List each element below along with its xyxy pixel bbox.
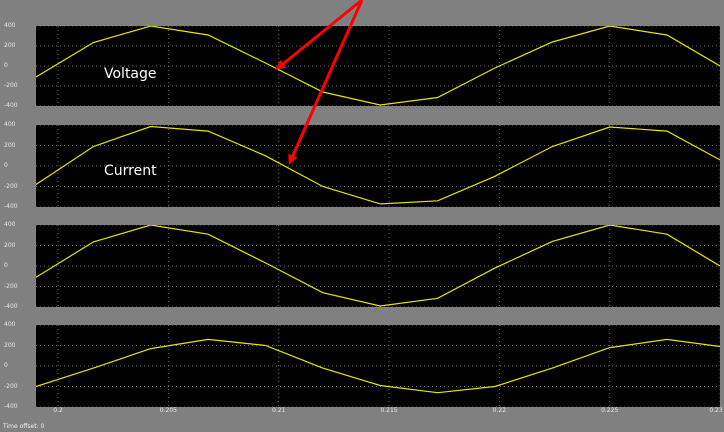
y-tick-label: 400 xyxy=(4,22,16,29)
time-offset-status: Time offset: 0 xyxy=(3,423,45,430)
y-tick-label: -200 xyxy=(4,182,18,190)
y-tick-label: 400 xyxy=(4,221,16,228)
third-chart xyxy=(36,225,720,307)
y-tick-label: -200 xyxy=(4,82,18,89)
plot-area-4[interactable] xyxy=(36,325,720,407)
y-tick-label: 400 xyxy=(4,321,16,328)
fourth-chart xyxy=(36,325,720,407)
voltage-label: Voltage xyxy=(104,66,157,82)
plot-area-3[interactable] xyxy=(36,225,720,307)
y-tick-label: 200 xyxy=(4,42,16,49)
y-axis-labels-3: 400 200 0 -200 -400 xyxy=(0,221,36,310)
x-tick-label: 0.2 xyxy=(53,407,63,414)
trace-line xyxy=(36,26,720,106)
y-tick-label: 400 xyxy=(4,121,16,128)
current-chart xyxy=(36,125,720,207)
x-tick-label: 0.205 xyxy=(159,407,177,414)
trace-line xyxy=(36,225,720,307)
x-tick-label: 0.22 xyxy=(492,407,507,414)
plot-area-2[interactable]: Current xyxy=(36,125,720,207)
y-tick-label: -200 xyxy=(4,382,18,390)
y-axis-labels-2: 400 200 0 -200 -400 xyxy=(0,121,36,210)
y-tick-label: 200 xyxy=(4,341,16,349)
y-tick-label: -200 xyxy=(4,282,18,290)
y-tick-label: 200 xyxy=(4,241,16,249)
y-tick-label: 0 xyxy=(4,362,8,369)
y-axis-labels-1: 400 200 0 -200 -400 xyxy=(0,22,36,109)
plot-area-1[interactable]: Voltage xyxy=(36,26,720,106)
x-tick-label: 0.21 xyxy=(272,407,286,414)
y-tick-label: -400 xyxy=(4,403,18,410)
y-tick-label: -400 xyxy=(4,303,18,310)
x-tick-label: 0.215 xyxy=(380,407,398,414)
current-label: Current xyxy=(104,163,157,179)
y-tick-label: 0 xyxy=(4,162,8,169)
y-tick-label: 0 xyxy=(4,262,8,269)
trace-line xyxy=(36,338,720,394)
x-tick-label: 0.23 xyxy=(709,407,723,414)
trace-line xyxy=(36,125,720,205)
x-tick-label: 0.225 xyxy=(601,407,619,414)
y-tick-label: -400 xyxy=(4,102,18,109)
y-tick-label: -400 xyxy=(4,203,18,210)
y-axis-labels-4: 400 200 0 -200 -400 xyxy=(0,321,36,410)
y-tick-label: 0 xyxy=(4,62,8,69)
y-tick-label: 200 xyxy=(4,141,16,149)
